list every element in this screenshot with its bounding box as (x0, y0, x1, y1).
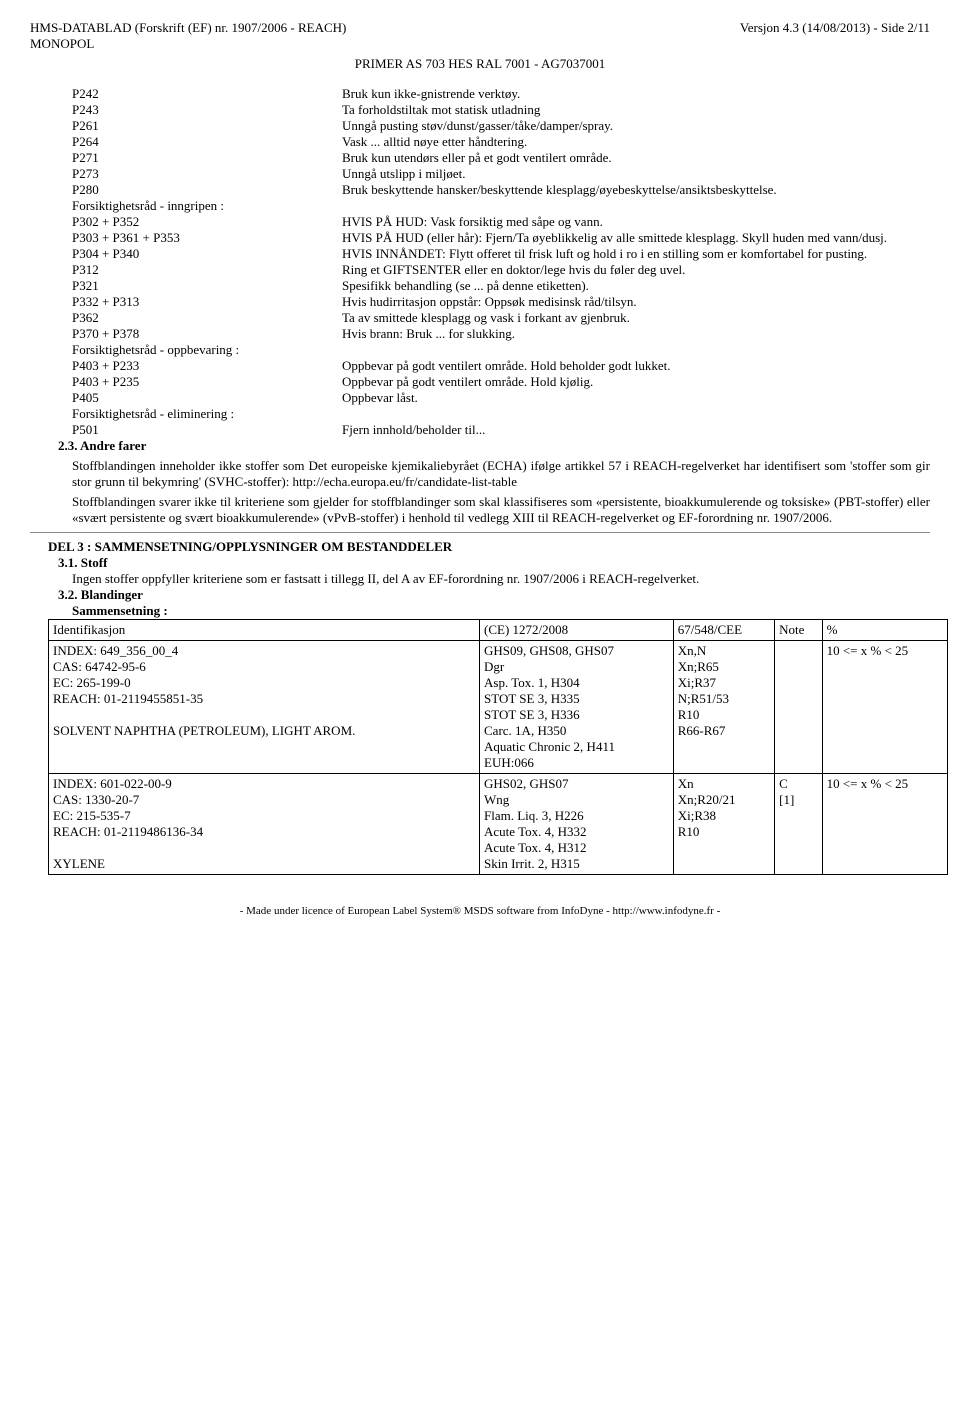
pcode-label: P370 + P378 (72, 326, 342, 342)
pcode-text: Bruk kun utendørs eller på et godt venti… (342, 150, 930, 166)
pcode-row: P403 + P233Oppbevar på godt ventilert om… (72, 358, 930, 374)
th-67: 67/548/CEE (673, 620, 774, 641)
pcode-label: P405 (72, 390, 342, 406)
pcode-text: Unngå pusting støv/dunst/gasser/tåke/dam… (342, 118, 930, 134)
pcode-label: P321 (72, 278, 342, 294)
pcode-text: Hvis brann: Bruk ... for slukking. (342, 326, 930, 342)
cell-note (775, 641, 822, 774)
cell-id: INDEX: 601-022-00-9 CAS: 1330-20-7 EC: 2… (49, 774, 480, 875)
cell-pct: 10 <= x % < 25 (822, 641, 947, 774)
sub1: Forsiktighetsråd - inngripen : (72, 198, 930, 214)
section-2-3: 2.3. Andre farer (58, 438, 930, 454)
cell-67: Xn,N Xn;R65 Xi;R37 N;R51/53 R10 R66-R67 (673, 641, 774, 774)
pcode-label: P303 + P361 + P353 (72, 230, 342, 246)
cell-67: Xn Xn;R20/21 Xi;R38 R10 (673, 774, 774, 875)
cell-note: C [1] (775, 774, 822, 875)
header-row: HMS-DATABLAD (Forskrift (EF) nr. 1907/20… (30, 20, 930, 52)
pcode-row: P405Oppbevar låst. (72, 390, 930, 406)
pcode-row: P304 + P340HVIS INNÅNDET: Flytt offeret … (72, 246, 930, 262)
pcode-text: Oppbevar låst. (342, 390, 930, 406)
pcode-text: Ring et GIFTSENTER eller en doktor/lege … (342, 262, 930, 278)
pcode-row: P303 + P361 + P353HVIS PÅ HUD (eller hår… (72, 230, 930, 246)
pcode-label: P261 (72, 118, 342, 134)
composition-table: Identifikasjon (CE) 1272/2008 67/548/CEE… (48, 619, 948, 875)
th-note: Note (775, 620, 822, 641)
header-center: PRIMER AS 703 HES RAL 7001 - AG7037001 (30, 56, 930, 72)
pcode-label: P362 (72, 310, 342, 326)
cell-pct: 10 <= x % < 25 (822, 774, 947, 875)
pcode-row: P302 + P352HVIS PÅ HUD: Vask forsiktig m… (72, 214, 930, 230)
section-3-1-text: Ingen stoffer oppfyller kriteriene som e… (72, 571, 930, 587)
th-id: Identifikasjon (49, 620, 480, 641)
pcode-label: P302 + P352 (72, 214, 342, 230)
pcode-label: P403 + P235 (72, 374, 342, 390)
pcode-text: HVIS INNÅNDET: Flytt offeret til frisk l… (342, 246, 930, 262)
pcode-row: P370 + P378Hvis brann: Bruk ... for sluk… (72, 326, 930, 342)
pcode-label: P332 + P313 (72, 294, 342, 310)
pcode-label: P304 + P340 (72, 246, 342, 262)
pcode-label: P242 (72, 86, 342, 102)
pcode-text: Fjern innhold/beholder til... (342, 422, 930, 438)
header-left: HMS-DATABLAD (Forskrift (EF) nr. 1907/20… (30, 20, 346, 52)
pcode-text: Oppbevar på godt ventilert område. Hold … (342, 374, 930, 390)
table-header-row: Identifikasjon (CE) 1272/2008 67/548/CEE… (49, 620, 948, 641)
pcode-row: P321Spesifikk behandling (se ... på denn… (72, 278, 930, 294)
header-left2: MONOPOL (30, 36, 346, 52)
pcode-label: P264 (72, 134, 342, 150)
header-left1: HMS-DATABLAD (Forskrift (EF) nr. 1907/20… (30, 20, 346, 36)
para2: Stoffblandingen svarer ikke til kriterie… (72, 494, 930, 526)
pcode-text: Ta forholdstiltak mot statisk utladning (342, 102, 930, 118)
cell-ce: GHS09, GHS08, GHS07 Dgr Asp. Tox. 1, H30… (480, 641, 674, 774)
pcode-text: Bruk kun ikke-gnistrende verktøy. (342, 86, 930, 102)
pcode-text: Bruk beskyttende hansker/beskyttende kle… (342, 182, 930, 198)
pcode-row: P403 + P235Oppbevar på godt ventilert om… (72, 374, 930, 390)
pcode-row: P501Fjern innhold/beholder til... (72, 422, 930, 438)
pcode-text: HVIS PÅ HUD (eller hår): Fjern/Ta øyebli… (342, 230, 930, 246)
separator (30, 532, 930, 533)
cell-ce: GHS02, GHS07 Wng Flam. Liq. 3, H226 Acut… (480, 774, 674, 875)
pcode-text: Vask ... alltid nøye etter håndtering. (342, 134, 930, 150)
pcode-label: P273 (72, 166, 342, 182)
table-row: INDEX: 649_356_00_4 CAS: 64742-95-6 EC: … (49, 641, 948, 774)
para1: Stoffblandingen inneholder ikke stoffer … (72, 458, 930, 490)
pcode-text: HVIS PÅ HUD: Vask forsiktig med såpe og … (342, 214, 930, 230)
header-right: Versjon 4.3 (14/08/2013) - Side 2/11 (740, 20, 930, 52)
pcode-text: Oppbevar på godt ventilert område. Hold … (342, 358, 930, 374)
pcode-label: P243 (72, 102, 342, 118)
section-3-2: 3.2. Blandinger (58, 587, 930, 603)
footer: - Made under licence of European Label S… (30, 905, 930, 917)
pcode-text: Spesifikk behandling (se ... på denne et… (342, 278, 930, 294)
th-ce: (CE) 1272/2008 (480, 620, 674, 641)
pcode-row: P261Unngå pusting støv/dunst/gasser/tåke… (72, 118, 930, 134)
pcode-row: P332 + P313Hvis hudirritasjon oppstår: O… (72, 294, 930, 310)
pcode-text: Hvis hudirritasjon oppstår: Oppsøk medis… (342, 294, 930, 310)
pcode-label: P403 + P233 (72, 358, 342, 374)
del3-title: DEL 3 : SAMMENSETNING/OPPLYSNINGER OM BE… (48, 539, 930, 555)
section-3-2-sub: Sammensetning : (72, 603, 930, 619)
pcode-label: P501 (72, 422, 342, 438)
th-pct: % (822, 620, 947, 641)
table-row: INDEX: 601-022-00-9 CAS: 1330-20-7 EC: 2… (49, 774, 948, 875)
section-3-1: 3.1. Stoff (58, 555, 930, 571)
sub3: Forsiktighetsråd - eliminering : (72, 406, 930, 422)
pcode-row: P243Ta forholdstiltak mot statisk utladn… (72, 102, 930, 118)
pcode-row: P312Ring et GIFTSENTER eller en doktor/l… (72, 262, 930, 278)
pcode-label: P312 (72, 262, 342, 278)
sub2: Forsiktighetsråd - oppbevaring : (72, 342, 930, 358)
pcode-label: P271 (72, 150, 342, 166)
pcode-text: Unngå utslipp i miljøet. (342, 166, 930, 182)
pcode-row: P362Ta av smittede klesplagg og vask i f… (72, 310, 930, 326)
pcode-row: P273Unngå utslipp i miljøet. (72, 166, 930, 182)
pcode-text: Ta av smittede klesplagg og vask i forka… (342, 310, 930, 326)
pcode-label: P280 (72, 182, 342, 198)
pcode-row: P271Bruk kun utendørs eller på et godt v… (72, 150, 930, 166)
pcode-row: P242Bruk kun ikke-gnistrende verktøy. (72, 86, 930, 102)
pcode-row: P264Vask ... alltid nøye etter håndterin… (72, 134, 930, 150)
cell-id: INDEX: 649_356_00_4 CAS: 64742-95-6 EC: … (49, 641, 480, 774)
pcode-row: P280Bruk beskyttende hansker/beskyttende… (72, 182, 930, 198)
